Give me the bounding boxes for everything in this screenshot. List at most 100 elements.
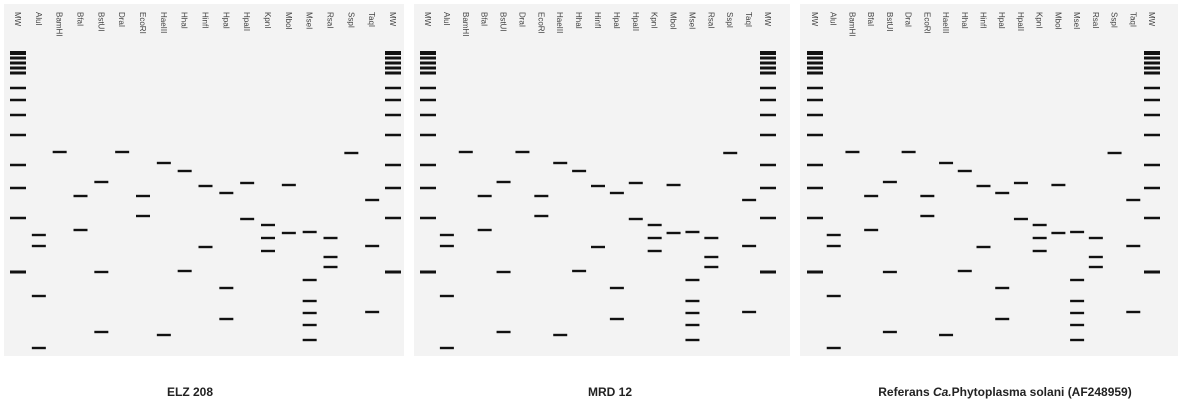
lane-label: HinfI (593, 12, 602, 28)
band (497, 271, 511, 273)
lane-label: HpaII (1016, 12, 1025, 31)
band (32, 245, 46, 247)
band (760, 217, 776, 220)
band (958, 270, 972, 272)
lane-label: BstUI (499, 12, 508, 32)
band (760, 57, 776, 60)
band (553, 334, 567, 336)
band (1051, 184, 1065, 186)
band (420, 134, 436, 137)
band (827, 245, 841, 247)
band (385, 51, 401, 55)
band (240, 182, 254, 184)
band (667, 232, 681, 234)
lane-label: KpnI (1035, 12, 1044, 28)
band (1144, 271, 1160, 274)
band (1144, 114, 1160, 117)
band (760, 164, 776, 167)
lane-label: HaeIII (555, 12, 564, 33)
lane-label: HpaI (612, 12, 621, 29)
band (459, 151, 473, 153)
gel-panel (800, 4, 1178, 356)
band (807, 271, 823, 274)
band (1033, 224, 1047, 226)
band (136, 195, 150, 197)
band (199, 185, 213, 187)
band (1144, 134, 1160, 137)
band (591, 246, 605, 248)
band (385, 72, 401, 75)
band (420, 99, 436, 102)
band (10, 271, 26, 274)
band (760, 62, 776, 65)
lane-label: HinfI (979, 12, 988, 28)
band (864, 229, 878, 231)
band (591, 185, 605, 187)
band (420, 187, 436, 190)
band (324, 266, 338, 268)
lane-label: BamHI (847, 12, 856, 36)
band (115, 151, 129, 153)
band (157, 334, 171, 336)
band (94, 271, 108, 273)
band (995, 287, 1009, 289)
lane-label: HhaI (960, 12, 969, 29)
band (365, 199, 379, 201)
band (864, 195, 878, 197)
band (742, 245, 756, 247)
band (685, 231, 699, 233)
band (385, 67, 401, 70)
lane-label: DraI (117, 12, 126, 27)
band (344, 152, 358, 154)
band (303, 339, 317, 341)
band (704, 256, 718, 258)
band (1144, 57, 1160, 60)
band (94, 331, 108, 333)
band (420, 87, 436, 90)
band (760, 72, 776, 75)
lane-label: BfaI (866, 12, 875, 26)
band (74, 195, 88, 197)
band (1144, 164, 1160, 167)
band (827, 347, 841, 349)
band (1144, 99, 1160, 102)
caption-part: ELZ 208 (167, 385, 213, 399)
band (723, 152, 737, 154)
band (420, 51, 436, 55)
band (199, 246, 213, 248)
panel-caption: ELZ 208 (167, 385, 213, 399)
band (32, 295, 46, 297)
band (385, 114, 401, 117)
band (1070, 279, 1084, 281)
band (1144, 51, 1160, 55)
band (1144, 87, 1160, 90)
band (742, 199, 756, 201)
band (920, 215, 934, 217)
band (385, 62, 401, 65)
band (827, 295, 841, 297)
band (807, 67, 823, 70)
band (420, 164, 436, 167)
band (303, 300, 317, 302)
band (1070, 324, 1084, 326)
lane-label: MboI (669, 12, 678, 30)
band (440, 245, 454, 247)
band (939, 162, 953, 164)
band (742, 311, 756, 313)
band (553, 162, 567, 164)
band (760, 271, 776, 274)
lane-label: HaeIII (159, 12, 168, 33)
lane-label: RsaI (1091, 12, 1100, 28)
band (760, 51, 776, 55)
band (648, 237, 662, 239)
band (807, 187, 823, 190)
lane-label: SspI (346, 12, 355, 28)
band (1070, 339, 1084, 341)
band (10, 217, 26, 220)
band (303, 312, 317, 314)
band (629, 182, 643, 184)
band (385, 164, 401, 167)
band (478, 195, 492, 197)
band (157, 162, 171, 164)
band (685, 324, 699, 326)
